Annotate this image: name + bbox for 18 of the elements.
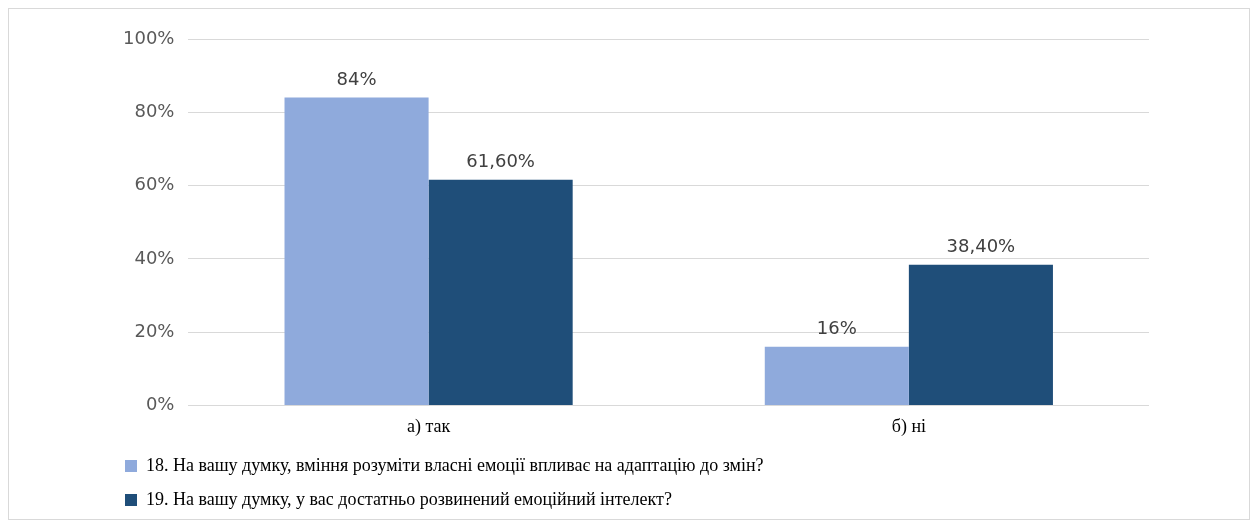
- bar: [428, 179, 573, 405]
- y-tick-label: 40%: [134, 246, 175, 268]
- x-tick-label: б) ні: [891, 415, 927, 437]
- bar: [284, 97, 429, 405]
- x-tick-label: а) так: [406, 415, 451, 437]
- y-tick-label: 60%: [134, 173, 175, 195]
- legend-label: 19. На вашу думку, у вас достатньо розвинений емоційний інтелект?: [146, 488, 672, 509]
- bar: [764, 346, 909, 405]
- bar: [908, 264, 1053, 405]
- data-label: 61,60%: [466, 150, 535, 172]
- y-tick-label: 0%: [145, 393, 175, 415]
- data-label: 16%: [816, 317, 857, 339]
- legend-label: 18. На вашу думку, вміння розуміти власні емоції впливає на адаптацію до змін?: [146, 454, 764, 475]
- y-tick-label: 80%: [134, 99, 175, 121]
- data-label: 38,40%: [946, 235, 1016, 257]
- y-tick-label: 100%: [122, 26, 175, 48]
- data-label: 84%: [336, 68, 377, 90]
- y-tick-label: 20%: [134, 319, 175, 341]
